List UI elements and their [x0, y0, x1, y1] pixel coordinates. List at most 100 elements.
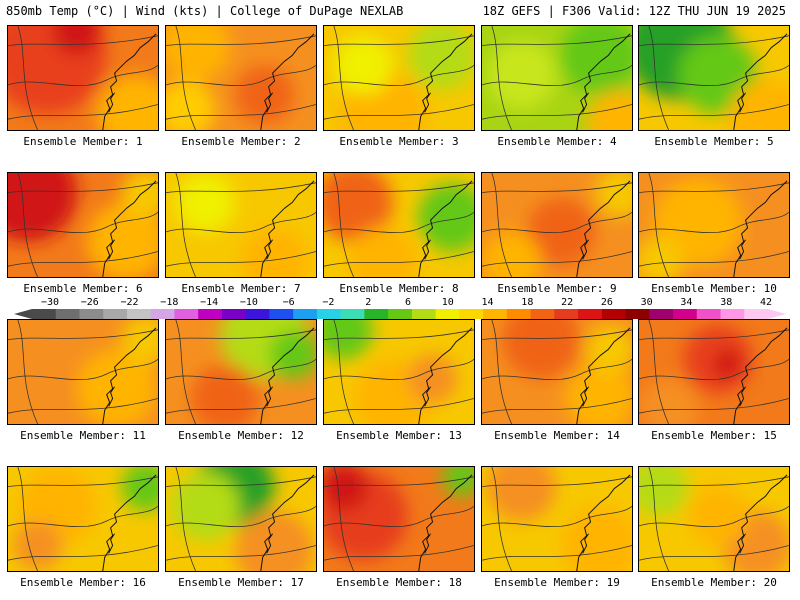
height-contour: [482, 104, 632, 120]
height-contour: [8, 211, 158, 234]
colorbar-tick-label: 18: [521, 297, 534, 308]
ensemble-member-19-map: [481, 466, 633, 572]
height-contour: [8, 104, 158, 120]
colorbar-segment: [530, 309, 555, 319]
colorbar-tick-label: −10: [239, 297, 258, 308]
ensemble-member-10-map: [638, 172, 790, 278]
height-contour: [166, 104, 316, 120]
colorbar-segment: [364, 309, 389, 319]
height-contour: [166, 211, 316, 234]
ensemble-member-20-map: [638, 466, 790, 572]
colorbar-min-arrow: [14, 309, 32, 319]
height-contour: [333, 320, 354, 424]
coastline: [733, 474, 788, 571]
height-contour: [166, 251, 316, 267]
ensemble-member-16-map: [7, 466, 159, 572]
colorbar-segment: [340, 309, 365, 319]
ensemble-member-label: Ensemble Member: 14: [494, 429, 620, 442]
ensemble-member-label: Ensemble Member: 2: [181, 135, 301, 148]
colorbar-segment: [744, 309, 769, 319]
colorbar-tick-label: 34: [680, 297, 693, 308]
ensemble-member-label: Ensemble Member: 3: [339, 135, 459, 148]
colorbar-tick-label: −18: [160, 297, 179, 308]
colorbar-tick-label: 26: [600, 297, 613, 308]
height-contour: [175, 467, 196, 571]
ensemble-member-11-map: [7, 319, 159, 425]
coastline: [576, 180, 631, 277]
colorbar-segment: [126, 309, 152, 319]
coastline: [108, 239, 115, 260]
colorbar-tick-label: 30: [640, 297, 653, 308]
ensemble-member-4-map: [481, 25, 633, 131]
height-contour: [648, 173, 669, 277]
height-contour: [639, 398, 789, 414]
ensemble-member-label: Ensemble Member: 19: [494, 576, 620, 589]
colorbar-tick-label: 42: [759, 297, 773, 308]
height-contour: [324, 64, 474, 87]
coastline: [739, 92, 746, 113]
height-contour: [17, 173, 38, 277]
coastline: [108, 533, 115, 554]
colorbar-segment: [673, 309, 698, 319]
colorbar-max-arrow: [768, 309, 786, 319]
colorbar-segment: [720, 309, 745, 319]
height-contour: [639, 545, 789, 561]
colorbar-segment: [174, 309, 199, 319]
ensemble-member-15-map: [638, 319, 790, 425]
height-contour: [17, 320, 38, 424]
coastline: [582, 92, 589, 113]
coastline: [102, 180, 157, 277]
colorbar-tick-label: −2: [322, 297, 335, 308]
ensemble-member-label: Ensemble Member: 5: [654, 135, 774, 148]
colorbar-tick-label: 10: [441, 297, 454, 308]
temperature-colorbar: [14, 309, 786, 319]
colorbar-segment: [601, 309, 627, 319]
height-contour: [482, 64, 632, 87]
ensemble-member-2-map: [165, 25, 317, 131]
ensemble-member-label: Ensemble Member: 15: [651, 429, 777, 442]
height-contour: [8, 358, 158, 381]
height-contour: [482, 251, 632, 267]
ensemble-member-7-map: [165, 172, 317, 278]
height-contour: [8, 251, 158, 267]
coastline: [424, 239, 431, 260]
height-contour: [639, 251, 789, 267]
height-contour: [166, 505, 316, 528]
height-contour: [491, 173, 512, 277]
height-contour: [324, 545, 474, 561]
height-contour: [639, 104, 789, 120]
height-contour: [482, 211, 632, 234]
height-contour: [166, 398, 316, 414]
height-contour: [324, 104, 474, 120]
colorbar-tick-label: −14: [200, 297, 219, 308]
colorbar-segment: [221, 309, 247, 319]
height-contour: [491, 467, 512, 571]
colorbar-segment: [293, 309, 318, 319]
coastline: [418, 33, 473, 130]
ensemble-member-label: Ensemble Member: 11: [20, 429, 146, 442]
colorbar-tick-label: −6: [282, 297, 295, 308]
ensemble-member-13-map: [323, 319, 475, 425]
coastline: [582, 533, 589, 554]
ensemble-member-9-map: [481, 172, 633, 278]
height-contour: [491, 320, 512, 424]
ensemble-member-label: Ensemble Member: 20: [651, 576, 777, 589]
coastline: [733, 33, 788, 130]
ensemble-member-label: Ensemble Member: 1: [23, 135, 143, 148]
height-contour: [175, 320, 196, 424]
height-contour: [324, 211, 474, 234]
ensemble-member-label: Ensemble Member: 6: [23, 282, 143, 295]
height-contour: [8, 545, 158, 561]
coastline: [576, 33, 631, 130]
ensemble-member-1-map: [7, 25, 159, 131]
colorbar-segment: [316, 309, 342, 319]
coastline: [418, 474, 473, 571]
height-contour: [639, 211, 789, 234]
coastline: [576, 327, 631, 424]
ensemble-member-17-map: [165, 466, 317, 572]
colorbar-segment: [269, 309, 294, 319]
height-contour: [333, 26, 354, 130]
coastline: [733, 180, 788, 277]
ensemble-member-label: Ensemble Member: 8: [339, 282, 459, 295]
coastline: [418, 327, 473, 424]
